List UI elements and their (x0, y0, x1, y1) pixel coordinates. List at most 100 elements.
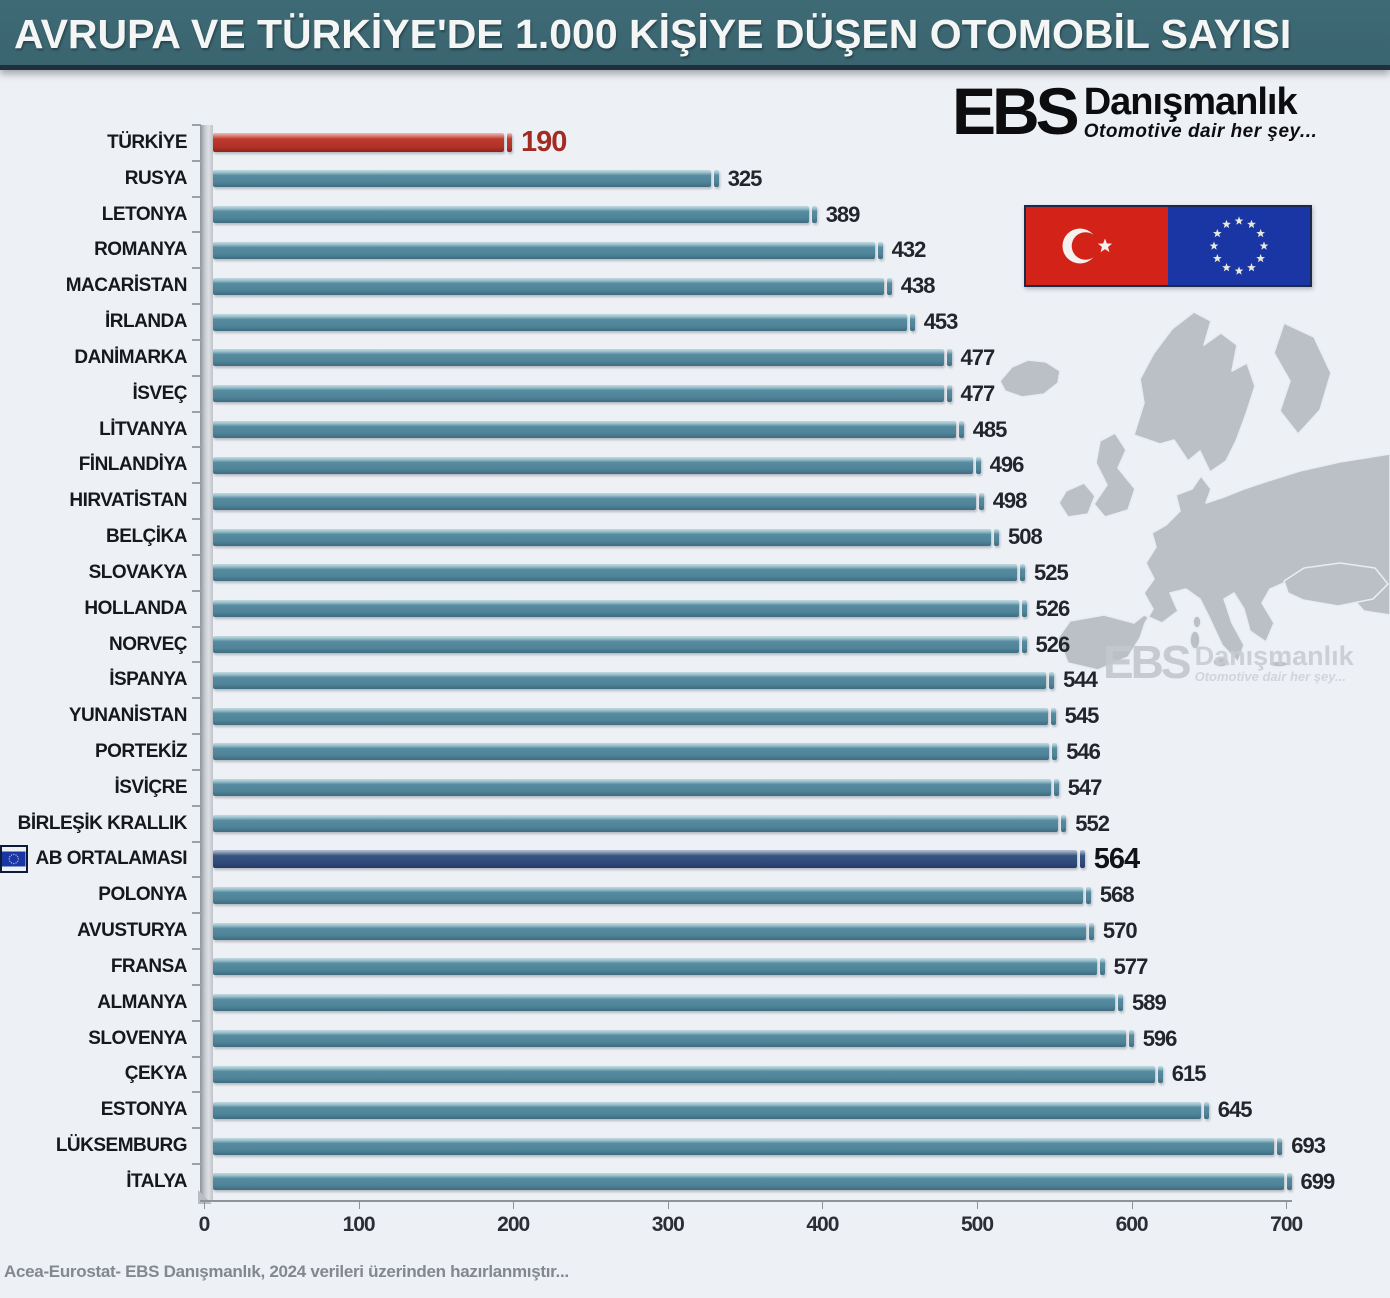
category-label: DANİMARKA (74, 346, 187, 368)
bar (213, 349, 944, 367)
axis-wall (200, 841, 213, 878)
value-label: 547 (1067, 774, 1103, 800)
eu-mini-flag-icon (0, 845, 28, 874)
value-label: 498 (992, 488, 1028, 514)
chart-row: AVUSTURYA 570 (0, 912, 1390, 950)
x-tick-label: 500 (960, 1213, 994, 1236)
row-tick (192, 482, 201, 485)
row-tick (192, 303, 201, 306)
bar-end-cap (1088, 922, 1094, 940)
chart-row: MACARİSTAN 438 (0, 267, 1390, 305)
bar-end-cap (877, 241, 883, 259)
category-label: POLONYA (98, 884, 187, 906)
bar (213, 385, 944, 403)
value-label: 564 (1093, 842, 1140, 875)
bar (213, 600, 1019, 618)
bar (213, 1137, 1275, 1155)
category-label-cell: HIRVATİSTAN (0, 483, 200, 519)
category-label-cell: İRLANDA (0, 304, 200, 340)
bar (213, 707, 1048, 725)
bar (213, 994, 1115, 1012)
bar-end-cap (1157, 1065, 1163, 1083)
bar-end-cap (994, 528, 999, 546)
bar-end-cap (978, 492, 984, 510)
ebs-logo-name: Danışmanlık (1083, 81, 1298, 123)
category-label-cell: İSVEÇ (0, 376, 200, 412)
category-label: BİRLEŞİK KRALLIK (17, 812, 188, 834)
axis-wall (200, 769, 213, 806)
flags-box (1024, 205, 1312, 287)
axis-wall (200, 1056, 213, 1093)
category-label-cell: BİRLEŞİK KRALLIK (0, 806, 200, 842)
value-label: 438 (900, 273, 936, 299)
bar (213, 1101, 1201, 1119)
category-label: AB ORTALAMASI (35, 848, 188, 870)
bar (213, 456, 973, 474)
category-label-cell: SLOVAKYA (0, 555, 200, 591)
chart-row: POLONYA 568 (0, 876, 1390, 914)
bar (213, 133, 504, 153)
axis-wall (200, 662, 213, 699)
category-label: LÜKSEMBURG (55, 1135, 188, 1157)
bar (213, 922, 1086, 940)
row-tick (192, 410, 201, 413)
category-label: İSVİÇRE (114, 776, 187, 798)
category-label-cell: RUSYA (0, 161, 200, 197)
bar (213, 528, 991, 546)
bar (213, 743, 1050, 761)
category-label-cell: AB ORTALAMASI (0, 842, 200, 878)
chart-row: LETONYA 389 (0, 195, 1390, 233)
row-tick (192, 1091, 201, 1094)
bar (213, 1065, 1155, 1083)
value-label: 389 (825, 201, 861, 227)
bar (213, 206, 809, 224)
ebs-watermark-abbr: EBS (1103, 636, 1192, 688)
value-label: 645 (1217, 1097, 1253, 1123)
bar (213, 421, 956, 439)
chart-row: HIRVATİSTAN 498 (0, 482, 1390, 520)
category-label: İSVEÇ (132, 382, 187, 404)
value-label: 432 (891, 237, 927, 263)
bar (213, 241, 875, 259)
bar-end-cap (1053, 779, 1059, 797)
category-label: İRLANDA (105, 311, 188, 333)
row-tick (192, 338, 201, 341)
value-label: 545 (1064, 703, 1100, 729)
row-tick (192, 1019, 201, 1022)
axis-wall (200, 447, 213, 484)
bar-end-cap (975, 456, 981, 474)
chart-row: LİTVANYA 485 (0, 410, 1390, 448)
bar-end-cap (958, 421, 964, 439)
bar (213, 815, 1059, 833)
ebs-watermark-name: Danışmanlık (1194, 641, 1354, 671)
category-label-cell: AVUSTURYA (0, 913, 200, 949)
ebs-watermark: EBS Danışmanlık Otomotive dair her şey..… (1103, 636, 1354, 688)
row-tick (192, 661, 201, 664)
value-label: 552 (1075, 810, 1110, 836)
category-label-cell: PORTEKİZ (0, 734, 200, 770)
turkey-flag-icon (1026, 207, 1168, 285)
category-label: RUSYA (124, 167, 188, 189)
category-label: ÇEKYA (124, 1063, 188, 1085)
axis-line (200, 1200, 1292, 1202)
row-tick (192, 1127, 201, 1130)
row-tick (192, 553, 201, 556)
row-tick (192, 948, 201, 951)
row-tick (192, 231, 201, 234)
value-label: 568 (1099, 882, 1135, 908)
x-tick-label: 200 (497, 1213, 530, 1236)
bar-end-cap (1277, 1137, 1283, 1155)
axis-wall (200, 411, 213, 448)
bar-chart: TÜRKİYE 190 RUSYA 325 LETONYA 389 ROMANYA 432 MA… (0, 124, 1390, 1200)
category-label-cell: HOLLANDA (0, 591, 200, 627)
category-label-cell: ÇEKYA (0, 1057, 200, 1093)
europe-map-watermark-icon (999, 311, 1390, 671)
row-tick (192, 195, 201, 198)
x-tick-label: 0 (198, 1213, 211, 1236)
category-label-cell: DANİMARKA (0, 340, 200, 376)
chart-row: İSVEÇ 477 (0, 374, 1390, 412)
category-label-cell: YUNANİSTAN (0, 698, 200, 734)
row-tick (192, 912, 201, 915)
category-label: TÜRKİYE (107, 131, 187, 153)
ebs-logo: EBS Danışmanlık Otomotive dair her şey..… (952, 78, 1317, 144)
